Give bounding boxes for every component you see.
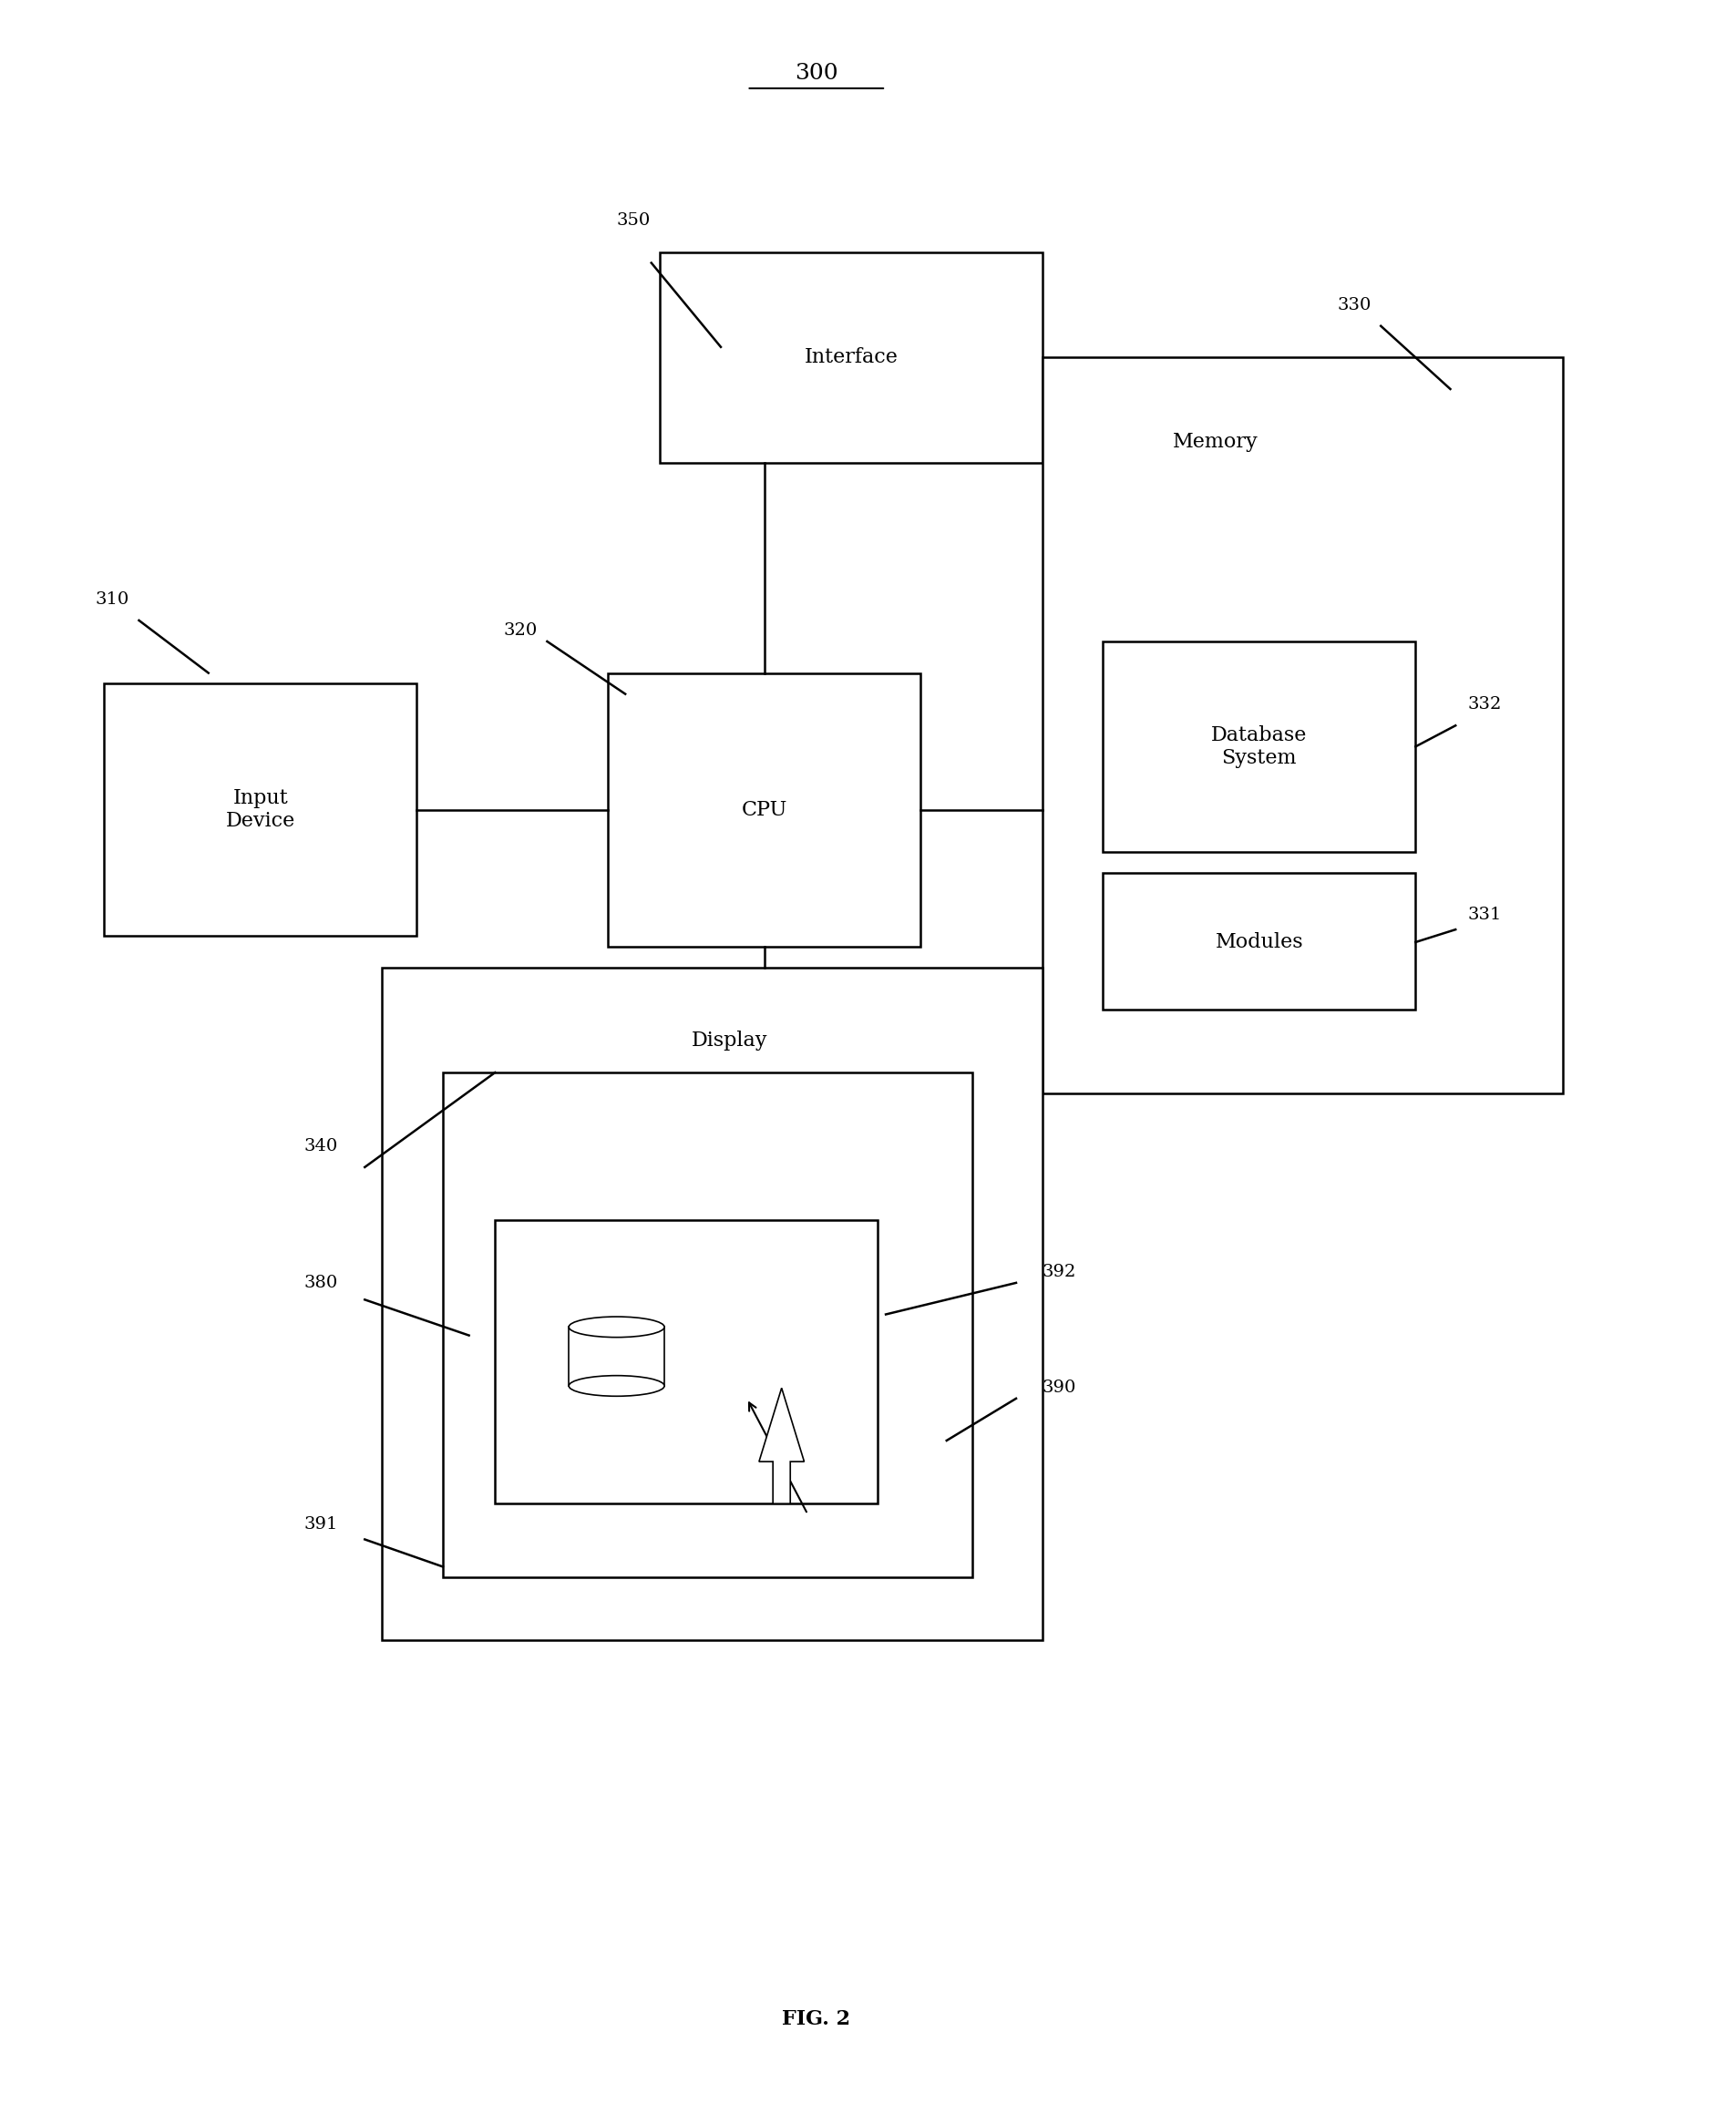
FancyBboxPatch shape (660, 252, 1042, 463)
Text: FIG. 2: FIG. 2 (781, 2008, 851, 2029)
FancyBboxPatch shape (495, 1220, 877, 1504)
Text: 320: 320 (503, 622, 538, 639)
FancyBboxPatch shape (104, 683, 417, 936)
Text: 310: 310 (95, 591, 130, 608)
Ellipse shape (568, 1316, 663, 1338)
Text: Input
Device: Input Device (226, 789, 295, 831)
Text: CPU: CPU (741, 799, 786, 820)
Text: 380: 380 (304, 1274, 339, 1291)
FancyBboxPatch shape (1042, 358, 1562, 1094)
Text: 340: 340 (304, 1138, 339, 1155)
Text: Database
System: Database System (1210, 726, 1307, 768)
Text: 391: 391 (304, 1516, 339, 1533)
FancyBboxPatch shape (443, 1073, 972, 1577)
FancyBboxPatch shape (382, 967, 1042, 1640)
Text: Interface: Interface (804, 347, 898, 368)
Text: Memory: Memory (1172, 431, 1259, 452)
Text: 300: 300 (795, 63, 837, 84)
FancyBboxPatch shape (568, 1327, 663, 1386)
FancyBboxPatch shape (1102, 641, 1415, 852)
Text: 331: 331 (1467, 906, 1502, 923)
Ellipse shape (568, 1375, 663, 1396)
Text: 390: 390 (1042, 1380, 1076, 1396)
Text: Modules: Modules (1215, 932, 1302, 953)
Text: 350: 350 (616, 212, 651, 229)
Text: Display: Display (691, 1030, 767, 1052)
FancyBboxPatch shape (608, 673, 920, 946)
Text: 392: 392 (1042, 1264, 1076, 1281)
Text: 332: 332 (1467, 696, 1502, 713)
Text: 330: 330 (1337, 297, 1371, 313)
FancyBboxPatch shape (1102, 873, 1415, 1009)
Polygon shape (759, 1388, 804, 1504)
